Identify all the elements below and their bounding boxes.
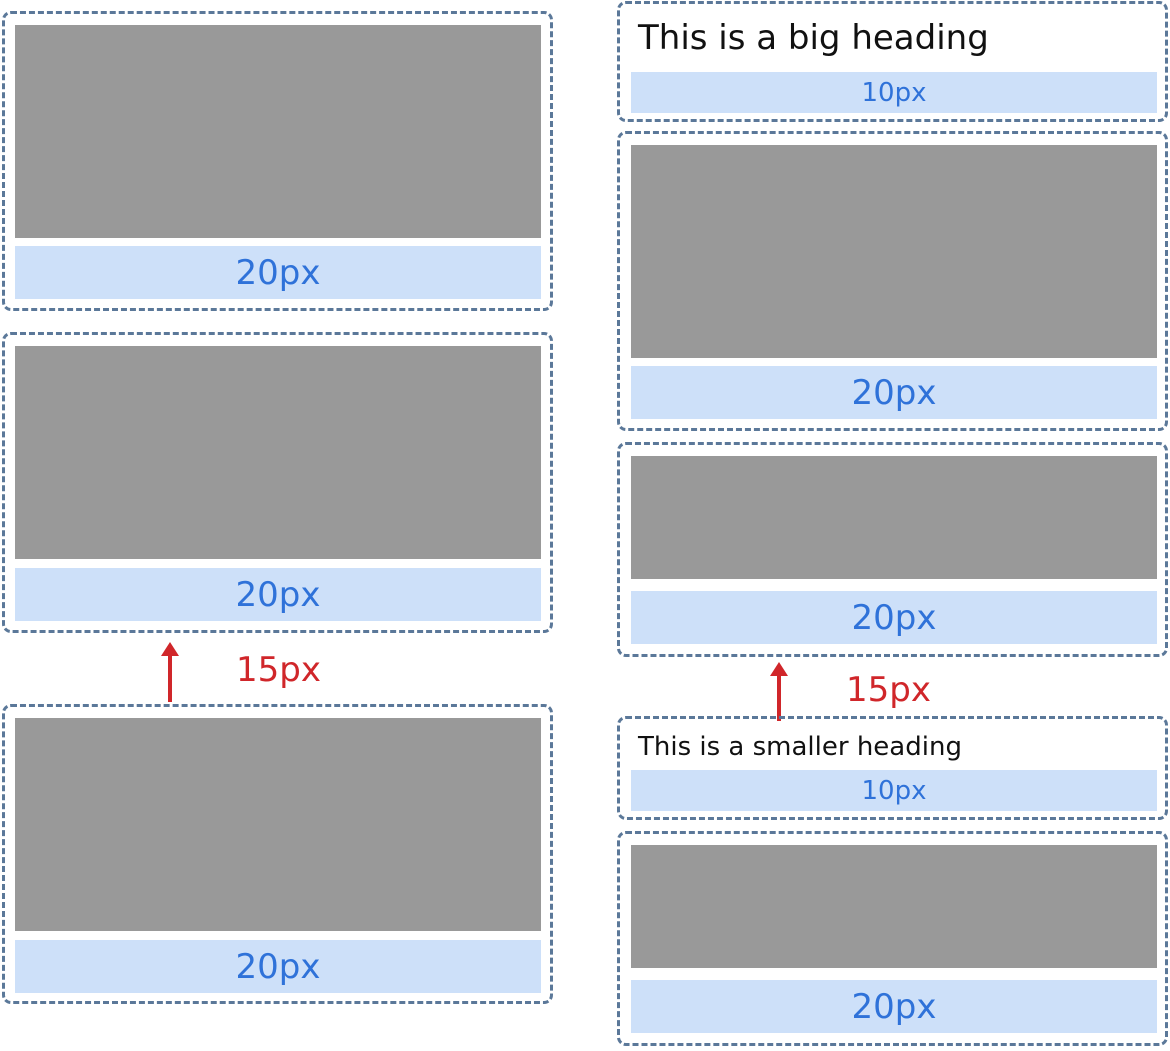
small-heading: This is a smaller heading [638, 732, 962, 762]
left-block-1: 20px [2, 11, 553, 311]
big-heading: This is a big heading [638, 18, 989, 58]
image-placeholder [631, 456, 1157, 579]
right-block-2: 20px [617, 442, 1168, 657]
gap-label: 15px [236, 650, 321, 690]
image-placeholder [631, 845, 1157, 968]
gap-arrow-line [168, 654, 172, 702]
gap-arrow-line [777, 674, 781, 721]
margin-band: 10px [631, 72, 1157, 113]
margin-band: 20px [15, 246, 541, 299]
gap-arrow-head [770, 662, 788, 676]
image-placeholder [15, 346, 541, 559]
right-block-3: 20px [617, 831, 1168, 1046]
margin-band: 20px [15, 568, 541, 621]
margin-band: 20px [631, 366, 1157, 419]
big-heading-box: This is a big heading 10px [617, 1, 1168, 122]
margin-band: 10px [631, 770, 1157, 811]
gap-arrow-head [161, 642, 179, 656]
image-placeholder [15, 718, 541, 931]
margin-band: 20px [631, 591, 1157, 644]
left-block-2: 20px [2, 332, 553, 633]
gap-label: 15px [846, 670, 931, 710]
image-placeholder [15, 25, 541, 238]
right-block-1: 20px [617, 131, 1168, 431]
margin-band: 20px [631, 980, 1157, 1033]
image-placeholder [631, 145, 1157, 358]
left-block-3: 20px [2, 704, 553, 1004]
small-heading-box: This is a smaller heading 10px [617, 716, 1168, 820]
margin-band: 20px [15, 940, 541, 993]
